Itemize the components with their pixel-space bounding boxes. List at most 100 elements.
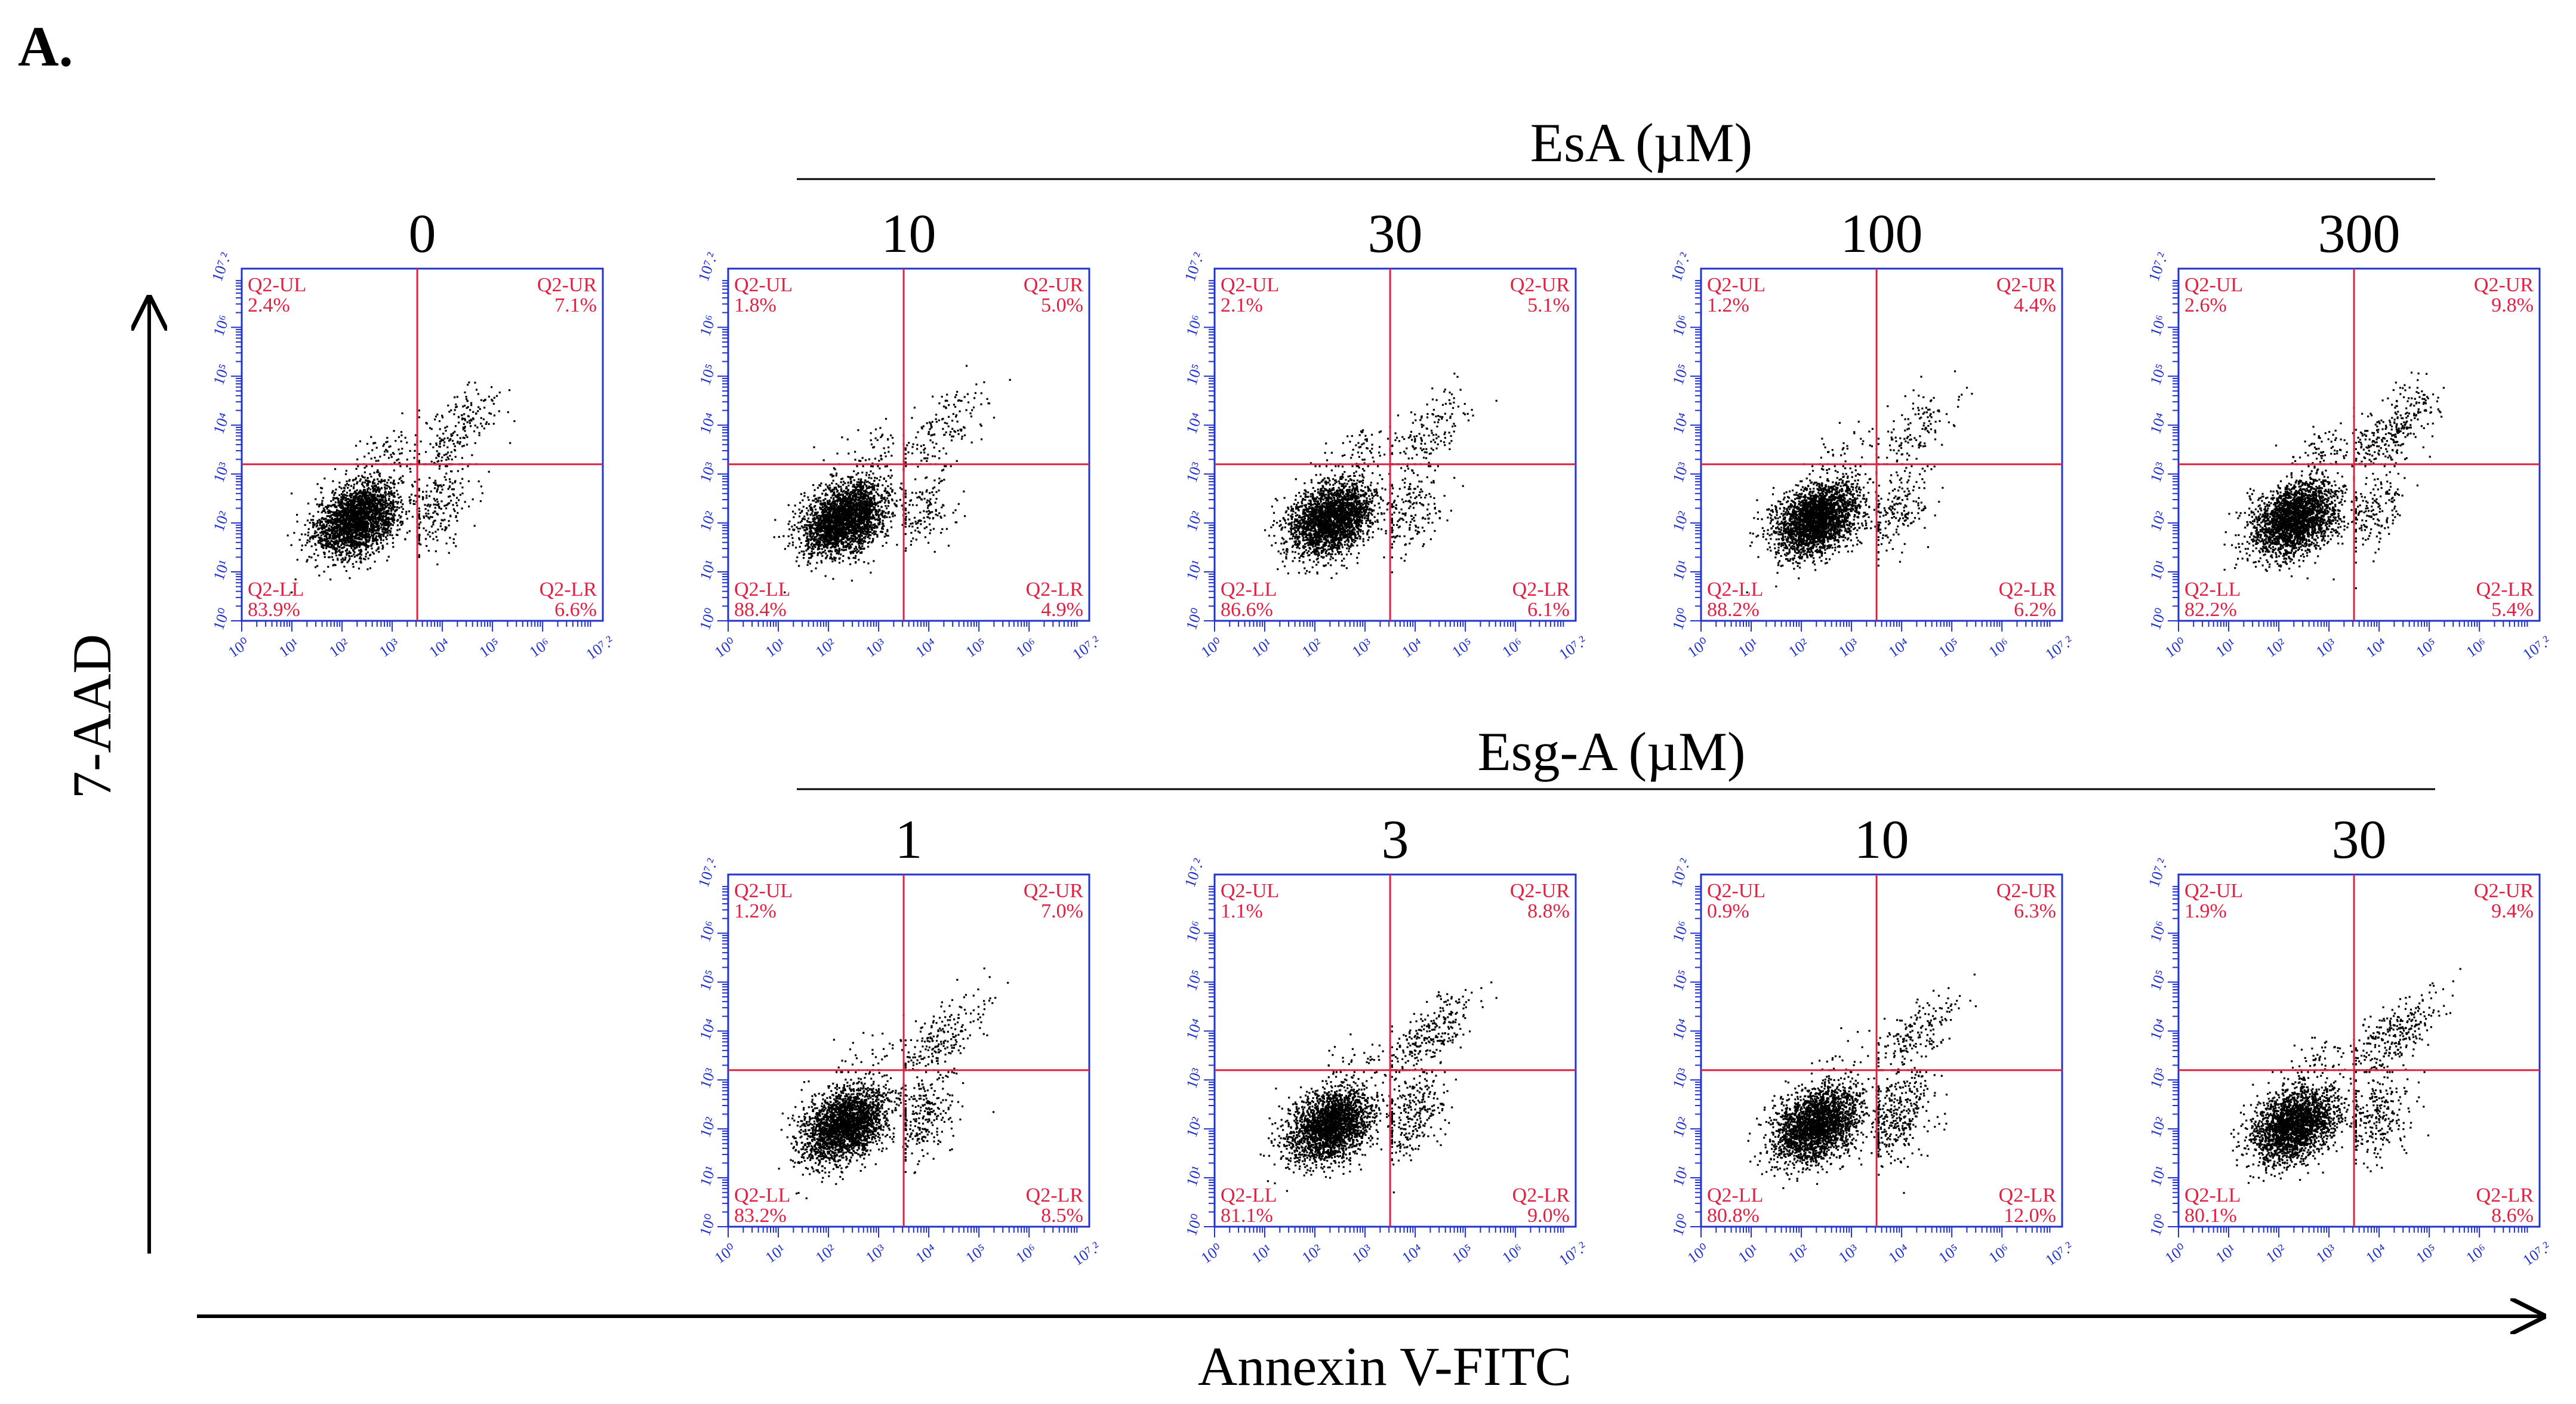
scatter-point bbox=[365, 507, 368, 510]
scatter-point bbox=[848, 538, 850, 541]
scatter-point bbox=[353, 498, 356, 501]
scatter-point bbox=[334, 492, 336, 494]
scatter-point bbox=[343, 528, 346, 530]
scatter-point bbox=[332, 533, 335, 535]
scatter-point bbox=[375, 540, 377, 542]
scatter-point bbox=[793, 529, 795, 531]
scatter-point bbox=[348, 550, 350, 553]
scatter-point bbox=[392, 515, 395, 518]
scatter-point bbox=[337, 504, 340, 507]
scatter-point bbox=[840, 553, 842, 556]
scatter-point bbox=[464, 419, 467, 421]
scatter-point bbox=[351, 511, 353, 513]
scatter-point bbox=[856, 549, 858, 551]
scatter-point bbox=[374, 508, 376, 510]
scatter-point bbox=[357, 465, 359, 467]
scatter-point bbox=[383, 495, 385, 498]
scatter-point bbox=[319, 539, 321, 541]
scatter-point bbox=[434, 418, 436, 421]
scatter-point bbox=[396, 529, 399, 531]
scatter-point bbox=[854, 557, 856, 559]
scatter-point bbox=[362, 531, 364, 533]
scatter-point bbox=[386, 502, 389, 504]
scatter-point bbox=[883, 510, 885, 513]
scatter-point bbox=[348, 524, 350, 527]
scatter-point bbox=[828, 539, 831, 541]
scatter-point bbox=[389, 505, 392, 507]
scatter-point bbox=[363, 495, 366, 498]
scatter-point bbox=[353, 522, 356, 524]
scatter-point bbox=[355, 524, 357, 526]
scatter-point bbox=[356, 481, 359, 484]
scatter-point bbox=[483, 399, 485, 402]
scatter-point bbox=[462, 436, 464, 439]
scatter-point bbox=[346, 544, 349, 546]
scatter-point bbox=[463, 427, 466, 429]
scatter-point bbox=[362, 501, 364, 503]
scatter-point bbox=[368, 514, 370, 516]
scatter-point bbox=[384, 500, 386, 502]
scatter-point bbox=[883, 478, 885, 480]
scatter-point bbox=[480, 485, 482, 488]
scatter-point bbox=[819, 522, 822, 525]
scatter-point bbox=[334, 468, 337, 470]
scatter-point bbox=[381, 533, 383, 535]
scatter-point bbox=[352, 524, 354, 526]
scatter-point bbox=[420, 543, 422, 546]
scatter-point bbox=[382, 501, 384, 503]
scatter-point bbox=[377, 471, 380, 473]
scatter-point bbox=[448, 552, 450, 554]
scatter-point bbox=[493, 414, 495, 417]
scatter-point bbox=[427, 509, 430, 512]
scatter-point bbox=[347, 559, 350, 562]
scatter-point bbox=[382, 503, 384, 506]
scatter-point bbox=[812, 519, 815, 521]
scatter-point bbox=[334, 501, 337, 504]
scatter-point bbox=[320, 537, 322, 540]
scatter-point bbox=[449, 515, 452, 518]
scatter-point bbox=[393, 492, 395, 494]
scatter-point bbox=[815, 543, 817, 546]
scatter-point bbox=[390, 510, 393, 512]
scatter-point bbox=[340, 522, 343, 524]
scatter-point bbox=[395, 534, 398, 536]
scatter-point bbox=[335, 535, 337, 537]
scatter-point bbox=[363, 486, 365, 488]
scatter-point bbox=[342, 518, 345, 520]
scatter-point bbox=[473, 430, 476, 433]
scatter-point bbox=[352, 538, 354, 541]
scatter-point bbox=[312, 515, 315, 518]
scatter-point bbox=[330, 546, 332, 549]
scatter-point bbox=[378, 491, 380, 493]
scatter-point bbox=[355, 478, 357, 481]
scatter-point bbox=[492, 402, 495, 405]
scatter-point bbox=[352, 479, 355, 482]
scatter-point bbox=[340, 527, 342, 529]
scatter-point bbox=[870, 483, 873, 485]
scatter-point bbox=[440, 507, 442, 510]
scatter-point bbox=[778, 535, 780, 538]
scatter-point bbox=[842, 507, 845, 510]
scatter-point bbox=[364, 558, 366, 561]
scatter-point bbox=[845, 486, 848, 488]
scatter-point bbox=[808, 542, 810, 544]
scatter-point bbox=[799, 527, 802, 530]
scatter-point bbox=[426, 515, 428, 518]
scatter-point bbox=[350, 507, 352, 510]
scatter-point bbox=[830, 556, 833, 559]
scatter-point bbox=[326, 504, 329, 507]
scatter-point bbox=[833, 498, 835, 500]
scatter-point bbox=[310, 519, 313, 521]
scatter-point bbox=[375, 518, 377, 521]
scatter-point bbox=[356, 504, 358, 506]
scatter-point bbox=[343, 510, 346, 513]
scatter-point bbox=[337, 525, 339, 527]
scatter-point bbox=[367, 481, 369, 483]
scatter-point bbox=[377, 460, 380, 462]
scatter-point bbox=[901, 524, 904, 526]
scatter-point bbox=[335, 532, 337, 534]
scatter-point bbox=[335, 513, 337, 516]
scatter-point bbox=[358, 519, 361, 521]
scatter-point bbox=[411, 484, 414, 486]
scatter-point bbox=[373, 478, 375, 481]
